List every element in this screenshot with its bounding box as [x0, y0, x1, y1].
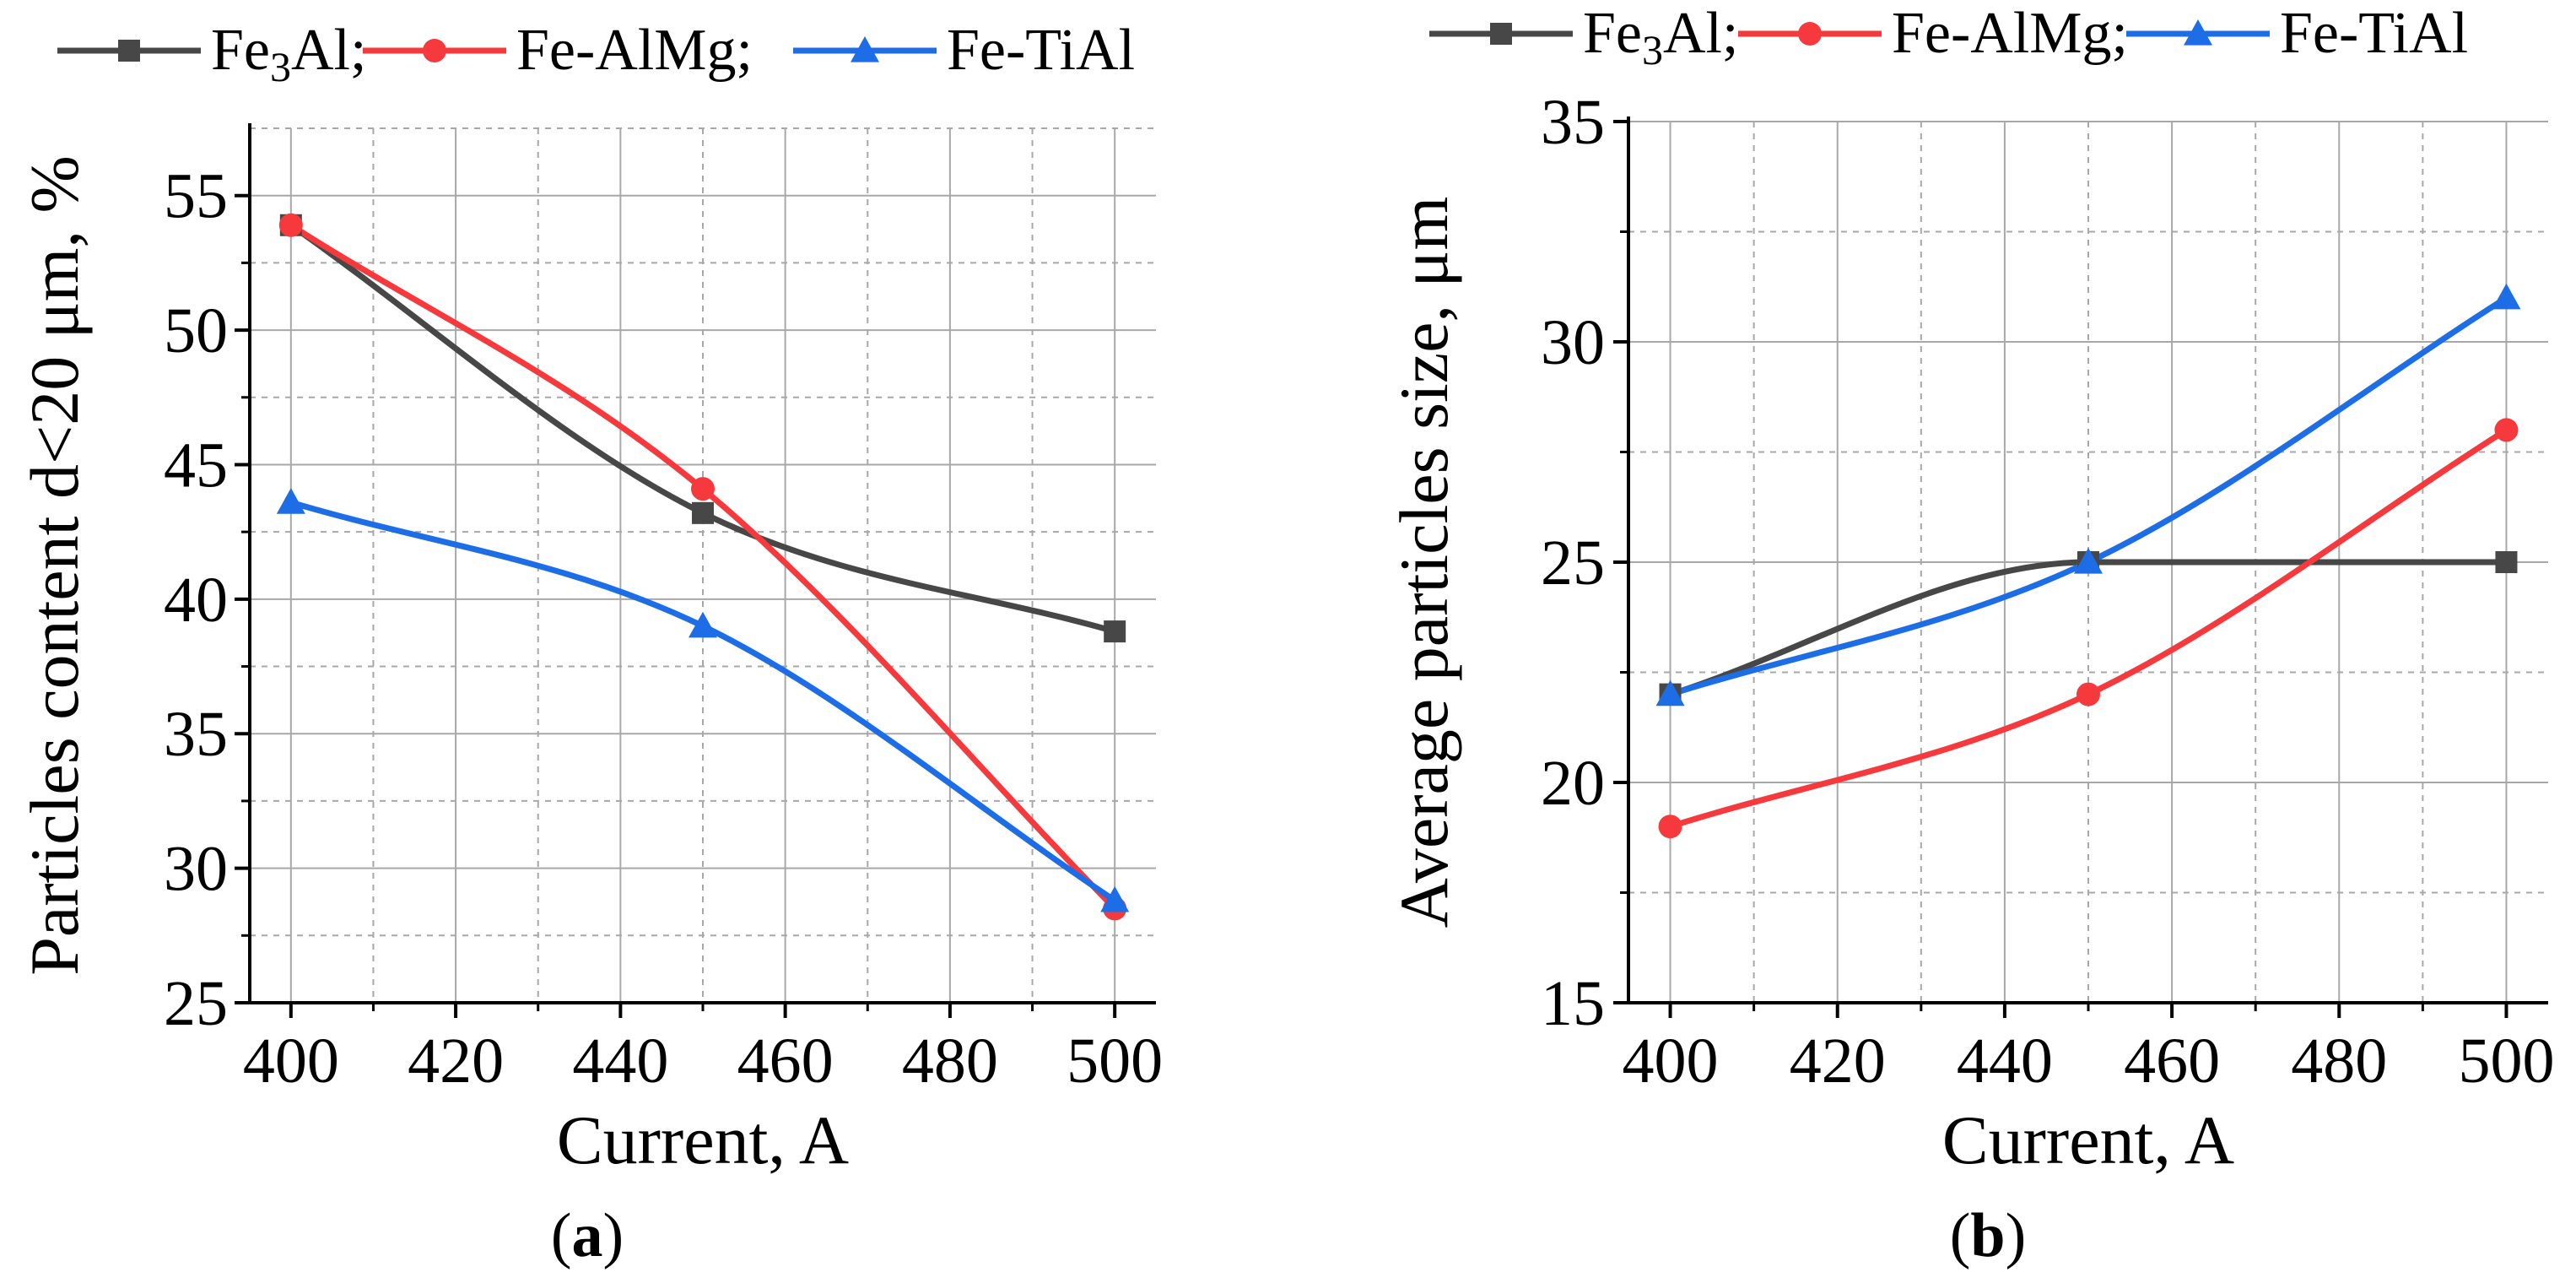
y-axis-title: Average particles size, μm	[1385, 197, 1462, 928]
series-line-0	[1669, 559, 2507, 697]
legend: Fe3Al; Fe-AlMg; Fe-TiAl	[1429, 1, 2468, 73]
caption-letter: b	[1970, 1201, 2005, 1270]
caption-letter: a	[572, 1201, 603, 1270]
legend-label-base: Fe	[1583, 1, 1642, 66]
x-tick-label: 420	[408, 1026, 504, 1096]
legend-label-subscript: 3	[1642, 26, 1663, 73]
legend-label-subscript: 3	[270, 43, 291, 90]
legend-marker	[1798, 22, 1822, 46]
y-axis-title: Particles content d<20 μm, %	[16, 155, 93, 976]
data-point-2	[2074, 548, 2103, 574]
data-point-2	[2492, 283, 2521, 310]
y-tick-label: 30	[1541, 307, 1605, 378]
y-tick-label: 55	[164, 161, 228, 232]
legend-marker	[423, 39, 446, 62]
x-tick-label: 400	[1623, 1026, 1719, 1096]
chart-b: 400 420 440 460 480 500 15 20 25 30 35 Current, A Av…	[1385, 1, 2554, 1270]
x-tick-label: 420	[1790, 1026, 1886, 1096]
data-point-1	[278, 213, 303, 237]
legend-marker	[2184, 19, 2212, 46]
data-point-2	[1655, 679, 1685, 706]
legend-label-base: Fe-AlMg;	[1892, 1, 2128, 66]
legend-label-rest: Al;	[1663, 1, 1738, 66]
y-tick-label: 50	[164, 295, 228, 366]
x-tick-label: 400	[243, 1026, 339, 1096]
x-tick-label: 460	[2124, 1026, 2220, 1096]
legend-label-base: Fe-TiAl	[947, 18, 1135, 83]
y-tick-label: 30	[164, 834, 228, 905]
y-tick-label: 25	[164, 968, 228, 1039]
legend-label-base: Fe	[211, 18, 270, 83]
y-tick-label: 35	[164, 699, 228, 770]
legend-marker	[851, 36, 879, 62]
legend-label-base: Fe-AlMg;	[516, 18, 753, 83]
legend: Fe3Al; Fe-AlMg; Fe-TiAl	[57, 18, 1135, 90]
data-point-2	[1100, 885, 1130, 912]
data-point-0	[2495, 551, 2518, 573]
legend-label: Fe3Al;	[1583, 1, 1738, 73]
data-point-0	[692, 501, 714, 524]
panel-caption: (a)	[551, 1201, 624, 1270]
legend-marker	[1490, 23, 1512, 45]
x-axis-title: Current, A	[1942, 1102, 2234, 1178]
chart-a: 400 420 440 460 480 500 25 30 35 40 45 50 55 Current,…	[16, 18, 1163, 1270]
legend-label: Fe3Al;	[211, 18, 366, 90]
legend-marker	[118, 40, 140, 62]
x-tick-label: 440	[1957, 1026, 2053, 1096]
data-point-1	[691, 477, 715, 501]
x-axis-title: Current, A	[557, 1102, 849, 1178]
data-point-0	[1104, 620, 1126, 643]
panel-caption: (b)	[1950, 1201, 2026, 1270]
y-tick-label: 35	[1541, 87, 1605, 158]
x-tick-label: 480	[902, 1026, 998, 1096]
data-point-1	[1658, 815, 1682, 839]
caption-close: )	[603, 1201, 624, 1270]
x-tick-label: 500	[1067, 1026, 1163, 1096]
caption-open: (	[1950, 1201, 1971, 1270]
y-tick-label: 40	[164, 565, 228, 636]
legend-label: Fe-AlMg;	[1892, 1, 2128, 66]
data-point-2	[689, 611, 717, 638]
x-tick-label: 460	[737, 1026, 834, 1096]
data-point-2	[276, 488, 305, 514]
data-point-1	[2076, 682, 2100, 706]
y-tick-label: 15	[1541, 968, 1605, 1039]
y-tick-label: 25	[1541, 528, 1605, 598]
legend-label: Fe-TiAl	[947, 18, 1135, 83]
legend-label: Fe-TiAl	[2280, 1, 2468, 66]
grid-lines	[250, 127, 1156, 1003]
legend-label: Fe-AlMg;	[516, 18, 753, 83]
legend-label-base: Fe-TiAl	[2280, 1, 2468, 66]
x-tick-label: 440	[572, 1026, 668, 1096]
caption-close: )	[2006, 1201, 2027, 1270]
data-point-1	[2494, 418, 2519, 442]
y-tick-label: 20	[1541, 748, 1605, 819]
caption-open: (	[551, 1201, 572, 1270]
y-tick-label: 45	[164, 430, 228, 501]
legend-label-rest: Al;	[291, 18, 366, 83]
x-tick-label: 500	[2458, 1026, 2554, 1096]
x-tick-label: 480	[2291, 1026, 2387, 1096]
